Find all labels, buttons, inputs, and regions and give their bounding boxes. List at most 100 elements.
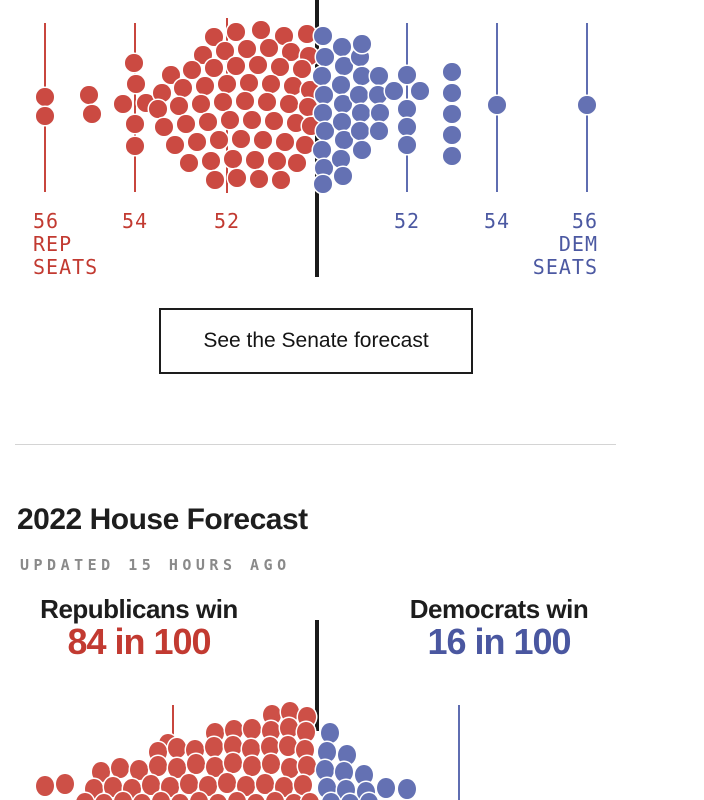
dem-sim-dot [398,779,416,799]
republicans-win-label: Republicans win [40,594,238,624]
republicans-win-block: Republicans win 84 in 100 [40,595,238,660]
dem-sim-dot [314,175,332,193]
rep-sim-dot [280,95,298,113]
dem-sim-dot [398,100,416,118]
rep-sim-dot [293,60,311,78]
rep-sim-dot [294,775,312,795]
rep-sim-dot [205,28,223,46]
rep-sim-dot [301,81,319,99]
rep-sim-dot [133,794,151,800]
dem-tick-line [458,705,460,800]
rep-sim-dot [168,758,186,778]
dem-sim-dot [313,67,331,85]
democrats-win-probability: 16 in 100 [427,621,571,662]
rep-sim-dot [114,95,132,113]
dem-sim-dot [335,762,353,782]
dem-sim-dot [316,122,334,140]
dem-sim-dot [488,96,506,114]
dem-sim-dot [377,778,395,798]
rep-sim-dot [180,154,198,172]
updated-timestamp: UPDATED 15 HOURS AGO [20,556,291,574]
rep-sim-dot [205,737,223,757]
dem-sim-dot [353,141,371,159]
rep-sim-dot [302,117,320,135]
rep-sim-dot [125,54,143,72]
dem-sim-dot [398,66,416,84]
rep-sim-dot [232,130,250,148]
rep-sim-dot [272,171,290,189]
rep-sim-dot [252,21,270,39]
dem-sim-dot [314,104,332,122]
rep-sim-dot [268,152,286,170]
dem-sim-dot [341,794,359,800]
rep-sim-dot [287,114,305,132]
center-line [315,620,319,731]
rep-sim-dot [227,23,245,41]
house-forecast-title: 2022 House Forecast [17,503,308,536]
rep-sim-dot [280,718,298,738]
democrats-win-label: Democrats win [409,594,589,624]
dem-sim-dot [333,38,351,56]
dem-sim-dot [332,150,350,168]
rep-sim-dot [227,57,245,75]
rep-tick-line [172,705,174,737]
dem-sim-dot [321,723,339,743]
rep-sim-dot [224,736,242,756]
section-divider [15,444,616,445]
rep-sim-dot [142,775,160,795]
dem-sim-dot [335,57,353,75]
rep-sim-dot [225,720,243,740]
rep-sim-dot [126,115,144,133]
rep-sim-dot [228,169,246,187]
dem-sim-dot [333,113,351,131]
rep-sim-dot [218,773,236,793]
rep-sim-dot [296,740,314,760]
rep-sim-dot [265,112,283,130]
rep-sim-dot [126,137,144,155]
dem-sim-dot [443,63,461,81]
rep-sim-dot [114,792,132,800]
rep-sim-dot [263,705,281,725]
rep-sim-dot [243,719,261,739]
rep-sim-dot [299,98,317,116]
rep-tick-line-54 [134,23,136,192]
rep-sim-dot [237,776,255,796]
rep-sim-dot [36,107,54,125]
dem-sim-dot [315,86,333,104]
dem-sim-dot [443,105,461,123]
rep-sim-dot [216,42,234,60]
see-senate-forecast-button[interactable]: See the Senate forecast [159,308,473,374]
rep-sim-dot [260,39,278,57]
rep-sim-dot [236,92,254,110]
rep-sim-dot [284,77,302,95]
dem-sim-dot [335,131,353,149]
rep-sim-dot [228,792,246,800]
rep-sim-dot [188,133,206,151]
rep-sim-dot [196,77,214,95]
rep-sim-dot [250,170,268,188]
rep-sim-dot [262,754,280,774]
rep-sim-dot [243,756,261,776]
rep-sim-dot [80,86,98,104]
rep-sim-dot [155,118,173,136]
dem-sim-dot [315,159,333,177]
rep-sim-dot [276,133,294,151]
dem-sim-dot [369,86,387,104]
senate-dot-plot [0,0,704,300]
rep-sim-dot [166,136,184,154]
rep-sim-dot [83,105,101,123]
rep-sim-dot [168,738,186,758]
rep-sim-dot [224,150,242,168]
rep-sim-dot [177,115,195,133]
rep-sim-dot [271,58,289,76]
rep-sim-dot [254,131,272,149]
rep-sim-dot [240,74,258,92]
dem-sim-dot [370,122,388,140]
dem-sim-dot [332,76,350,94]
rep-sim-dot [275,27,293,45]
rep-sim-dot [161,777,179,797]
rep-sim-dot [261,737,279,757]
rep-sim-dot [149,100,167,118]
rep-sim-dot [76,793,94,800]
rep-sim-dot [297,722,315,742]
